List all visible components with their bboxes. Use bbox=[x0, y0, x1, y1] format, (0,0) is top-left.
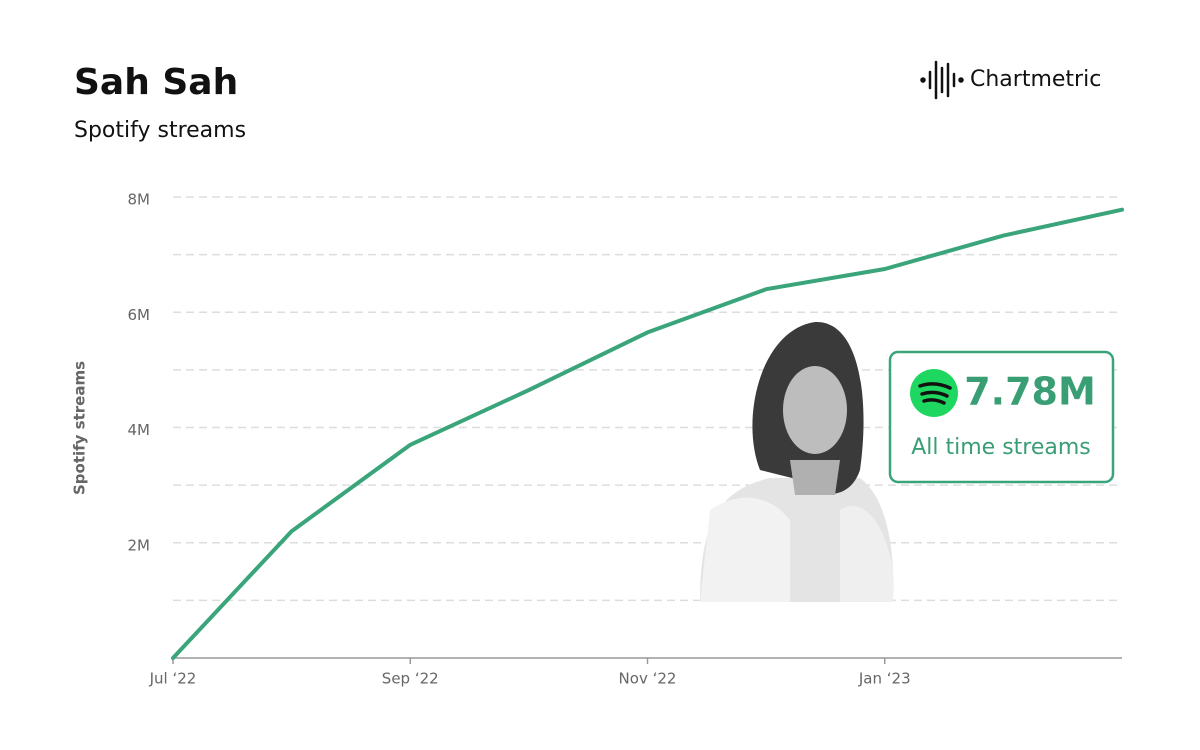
y-tick-label: 2M bbox=[128, 536, 151, 554]
chart-title: Sah Sah bbox=[74, 62, 238, 103]
stat-value: 7.78M bbox=[964, 370, 1096, 414]
x-tick-label: Sep ‘22 bbox=[382, 670, 439, 688]
stat-caption: All time streams bbox=[911, 435, 1091, 460]
plot-area: 2M 4M 6M 8M Jul ‘22 Sep ‘22 Nov ‘22 Jan ‘23 bbox=[128, 191, 1124, 688]
y-tick-label: 6M bbox=[128, 306, 151, 324]
y-axis-label: Spotify streams bbox=[71, 361, 89, 495]
x-tick-label: Jul ‘22 bbox=[149, 670, 197, 688]
spotify-icon bbox=[910, 369, 958, 417]
artist-photo bbox=[700, 321, 894, 602]
x-tick-label: Jan ‘23 bbox=[858, 670, 911, 688]
brand-name: Chartmetric bbox=[970, 67, 1101, 92]
brand-logo bbox=[920, 60, 964, 100]
line bbox=[171, 207, 1124, 660]
x-tick-label: Nov ‘22 bbox=[619, 670, 677, 688]
y-tick-label: 4M bbox=[128, 421, 151, 439]
y-tick-label: 8M bbox=[128, 191, 151, 209]
chart-subtitle: Spotify streams bbox=[74, 118, 246, 143]
